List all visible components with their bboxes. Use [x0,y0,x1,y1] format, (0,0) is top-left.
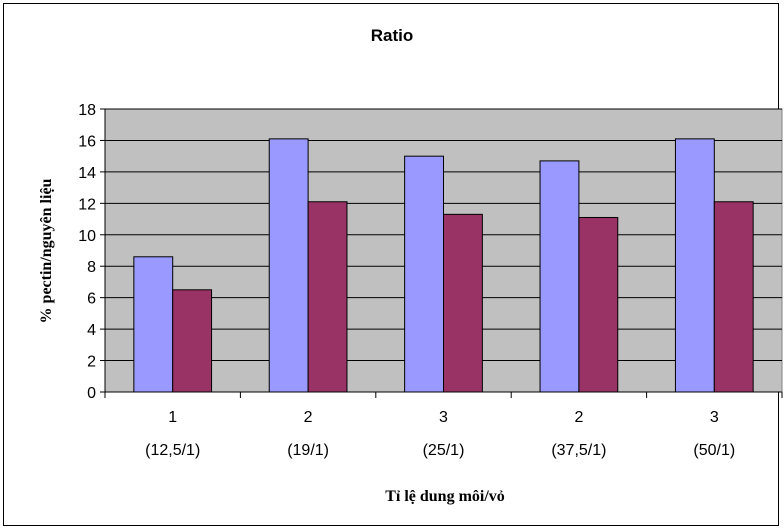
y-tick-label: 16 [78,133,96,150]
y-tick-labels: 0 2 4 6 8 10 12 14 16 18 [78,102,96,402]
y-tick-label: 14 [78,165,96,182]
y-tick-label: 2 [87,354,96,371]
x-tick-label: (37,5/1) [551,442,606,459]
bars [133,138,754,393]
y-tick-label: 12 [78,196,96,213]
y-tick-label: 0 [87,385,96,402]
axes [100,108,783,398]
bar [172,289,213,393]
x-axis-title: Tỉ lệ dung môi/vỏ [385,488,505,505]
y-axis-title: % pectin/nguyên liệu [38,178,55,323]
x-tick-label: (12,5/1) [145,442,200,459]
x-tick-label: 1 [168,409,177,426]
x-tick-label: (19/1) [287,442,329,459]
bar [713,201,754,393]
x-tick-label: (50/1) [693,442,735,459]
bar [268,138,309,393]
bar [133,256,174,393]
bar [307,201,348,393]
x-tick-labels: 1 (12,5/1) 2 (19/1) 3 (25/1) 2 (37,5/1) 3 (50/1) [145,409,735,459]
bar [404,155,444,393]
bar [674,138,715,393]
x-tick-label: 2 [304,409,313,426]
y-tick-label: 4 [87,322,96,339]
bar [443,213,483,393]
y-tick-label: 6 [87,291,96,308]
bar [578,216,619,393]
x-tick-label: 3 [439,409,448,426]
bar [539,160,580,393]
y-tick-label: 10 [78,228,96,245]
y-tick-label: 8 [87,259,96,276]
x-tick-label: (25/1) [423,442,465,459]
chart-title: Ratio [371,26,414,45]
x-tick-label: 2 [574,409,583,426]
y-tick-label: 18 [78,102,96,119]
x-tick-label: 3 [710,409,719,426]
